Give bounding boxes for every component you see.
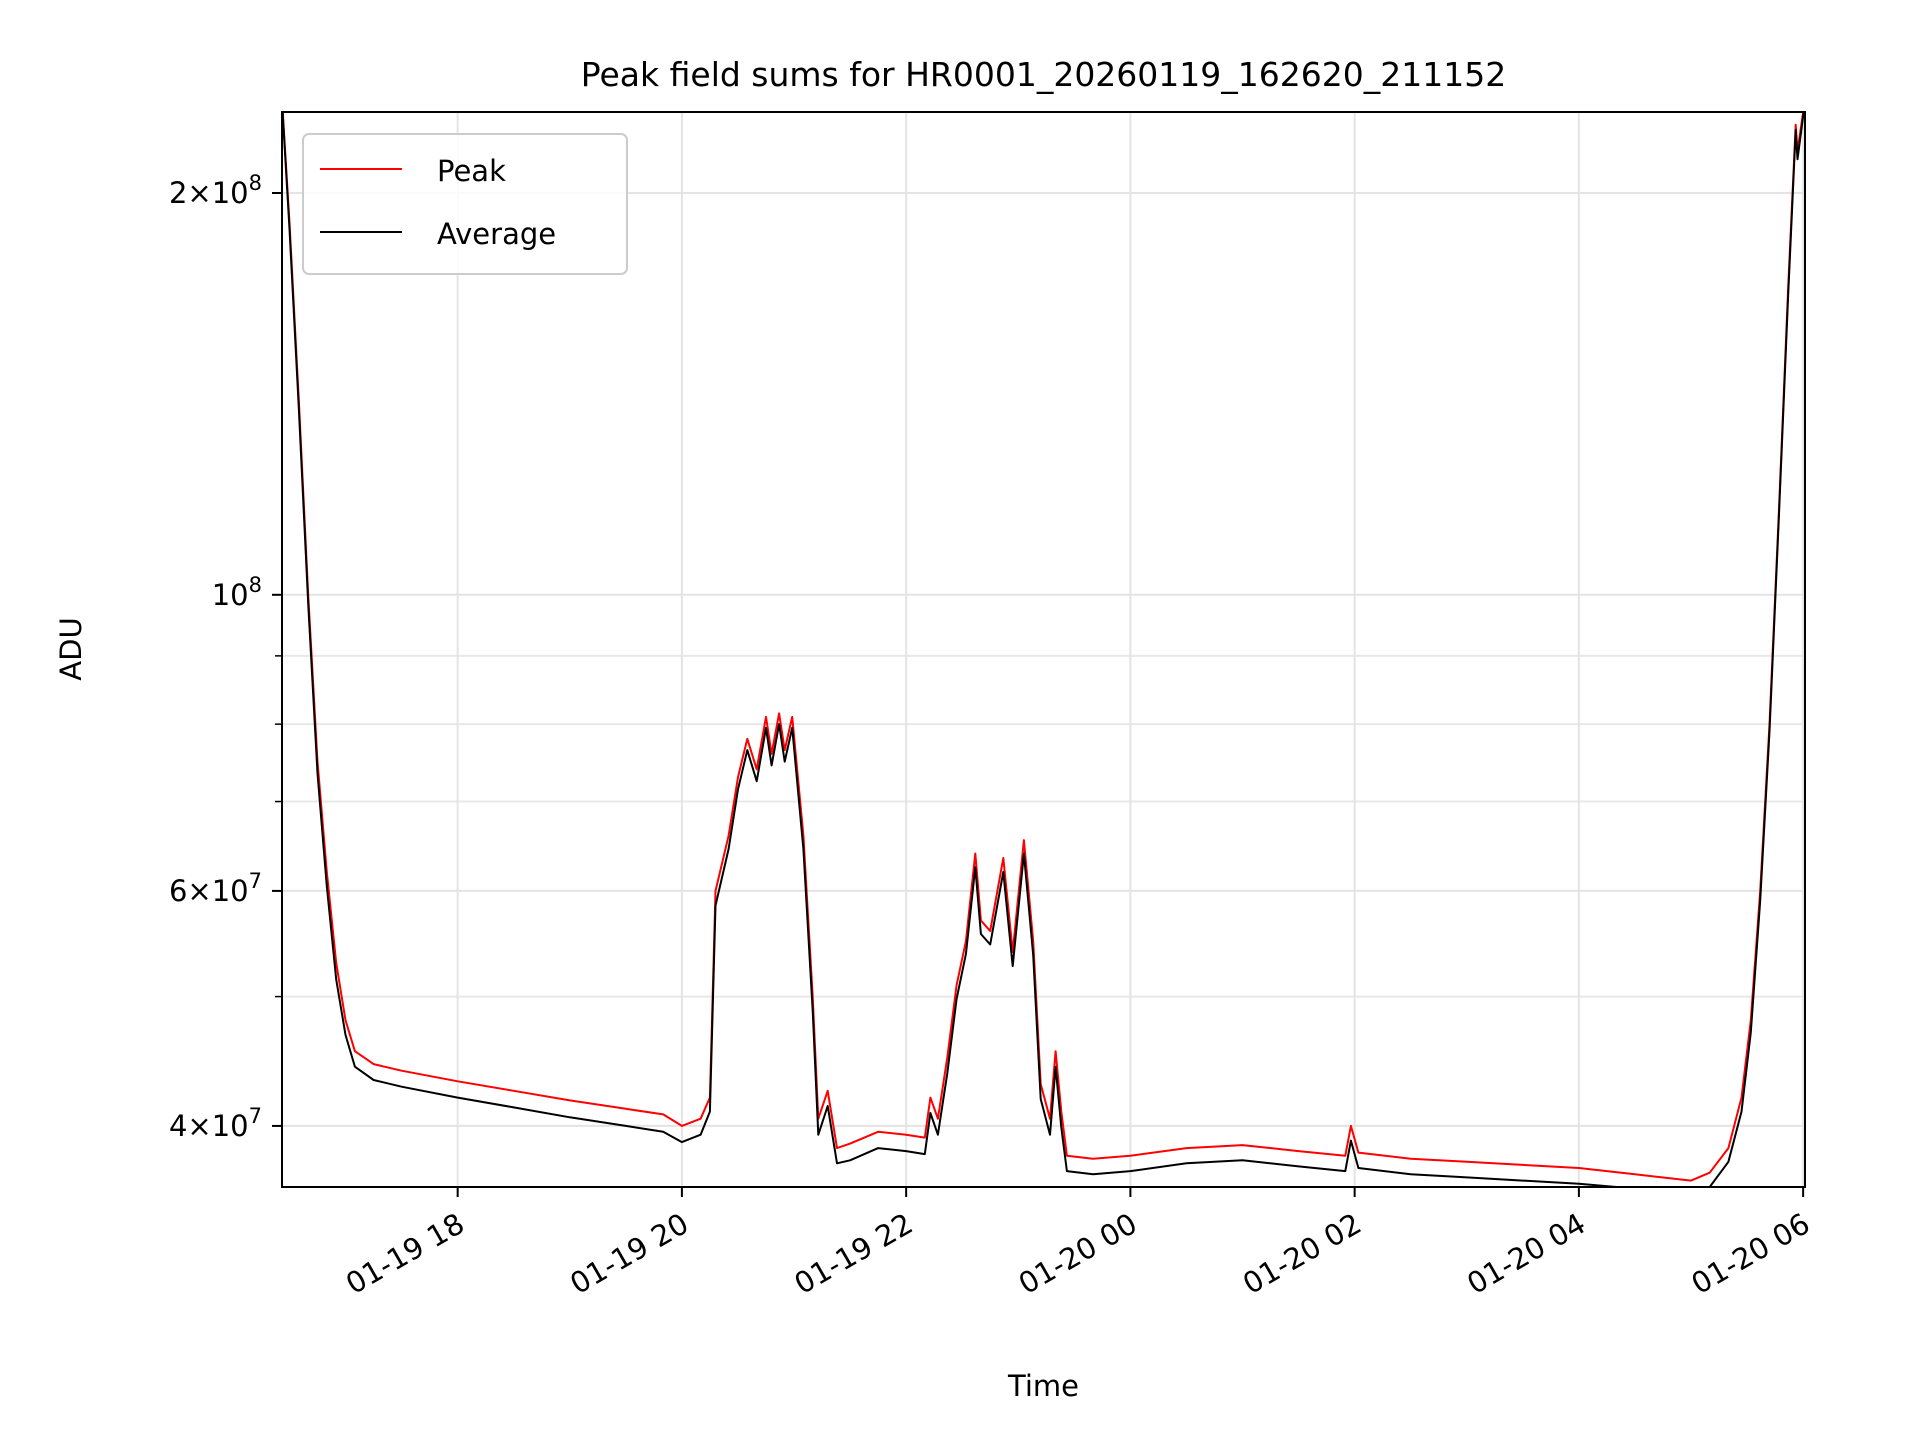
- y-tick-label: 2×108: [169, 171, 262, 210]
- series-layer: [282, 112, 1805, 1187]
- legend: Peak Average: [302, 133, 628, 275]
- x-axis-label: Time: [1007, 1369, 1079, 1403]
- y-axis-label: ADU: [54, 617, 88, 680]
- series-line-average: [282, 112, 1805, 1187]
- legend-label-peak: Peak: [437, 154, 506, 188]
- legend-label-average: Average: [437, 217, 556, 251]
- y-tick-label: 4×107: [169, 1104, 262, 1143]
- grid-lines: [282, 112, 1805, 1187]
- y-axis-ticks: 4×107 6×107 108 2×108: [169, 171, 282, 1143]
- chart-title: Peak field sums for HR0001_20260119_1626…: [581, 55, 1506, 94]
- series-line-peak: [282, 112, 1805, 1182]
- y-tick-label: 6×107: [169, 869, 262, 908]
- y-tick-label: 108: [212, 573, 262, 612]
- plot-frame: [281, 111, 1806, 1188]
